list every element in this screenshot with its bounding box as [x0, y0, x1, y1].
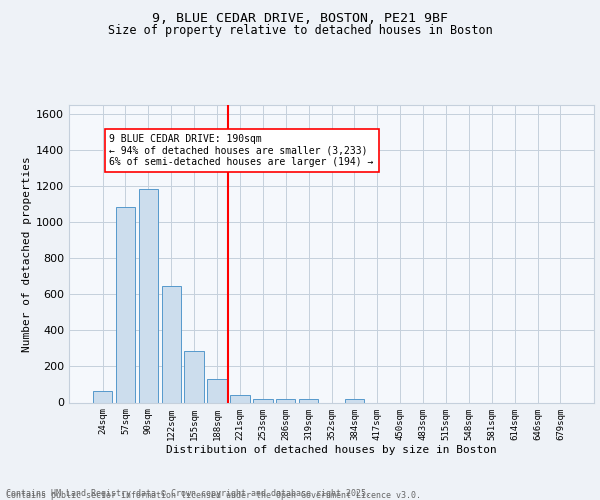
Text: 9, BLUE CEDAR DRIVE, BOSTON, PE21 9BF: 9, BLUE CEDAR DRIVE, BOSTON, PE21 9BF — [152, 12, 448, 26]
Bar — [139, 189, 158, 402]
Bar — [299, 399, 319, 402]
Bar — [184, 351, 204, 403]
Bar — [276, 399, 295, 402]
Bar — [116, 207, 135, 402]
Text: Contains HM Land Registry data © Crown copyright and database right 2025.: Contains HM Land Registry data © Crown c… — [6, 488, 371, 498]
Bar — [344, 399, 364, 402]
Bar — [161, 286, 181, 403]
Bar — [208, 379, 227, 402]
Text: 9 BLUE CEDAR DRIVE: 190sqm
← 94% of detached houses are smaller (3,233)
6% of se: 9 BLUE CEDAR DRIVE: 190sqm ← 94% of deta… — [109, 134, 374, 167]
Bar — [253, 398, 272, 402]
Text: Size of property relative to detached houses in Boston: Size of property relative to detached ho… — [107, 24, 493, 37]
Text: Contains public sector information licensed under the Open Government Licence v3: Contains public sector information licen… — [6, 491, 421, 500]
Y-axis label: Number of detached properties: Number of detached properties — [22, 156, 32, 352]
Bar — [93, 391, 112, 402]
Bar — [230, 396, 250, 402]
X-axis label: Distribution of detached houses by size in Boston: Distribution of detached houses by size … — [166, 445, 497, 455]
